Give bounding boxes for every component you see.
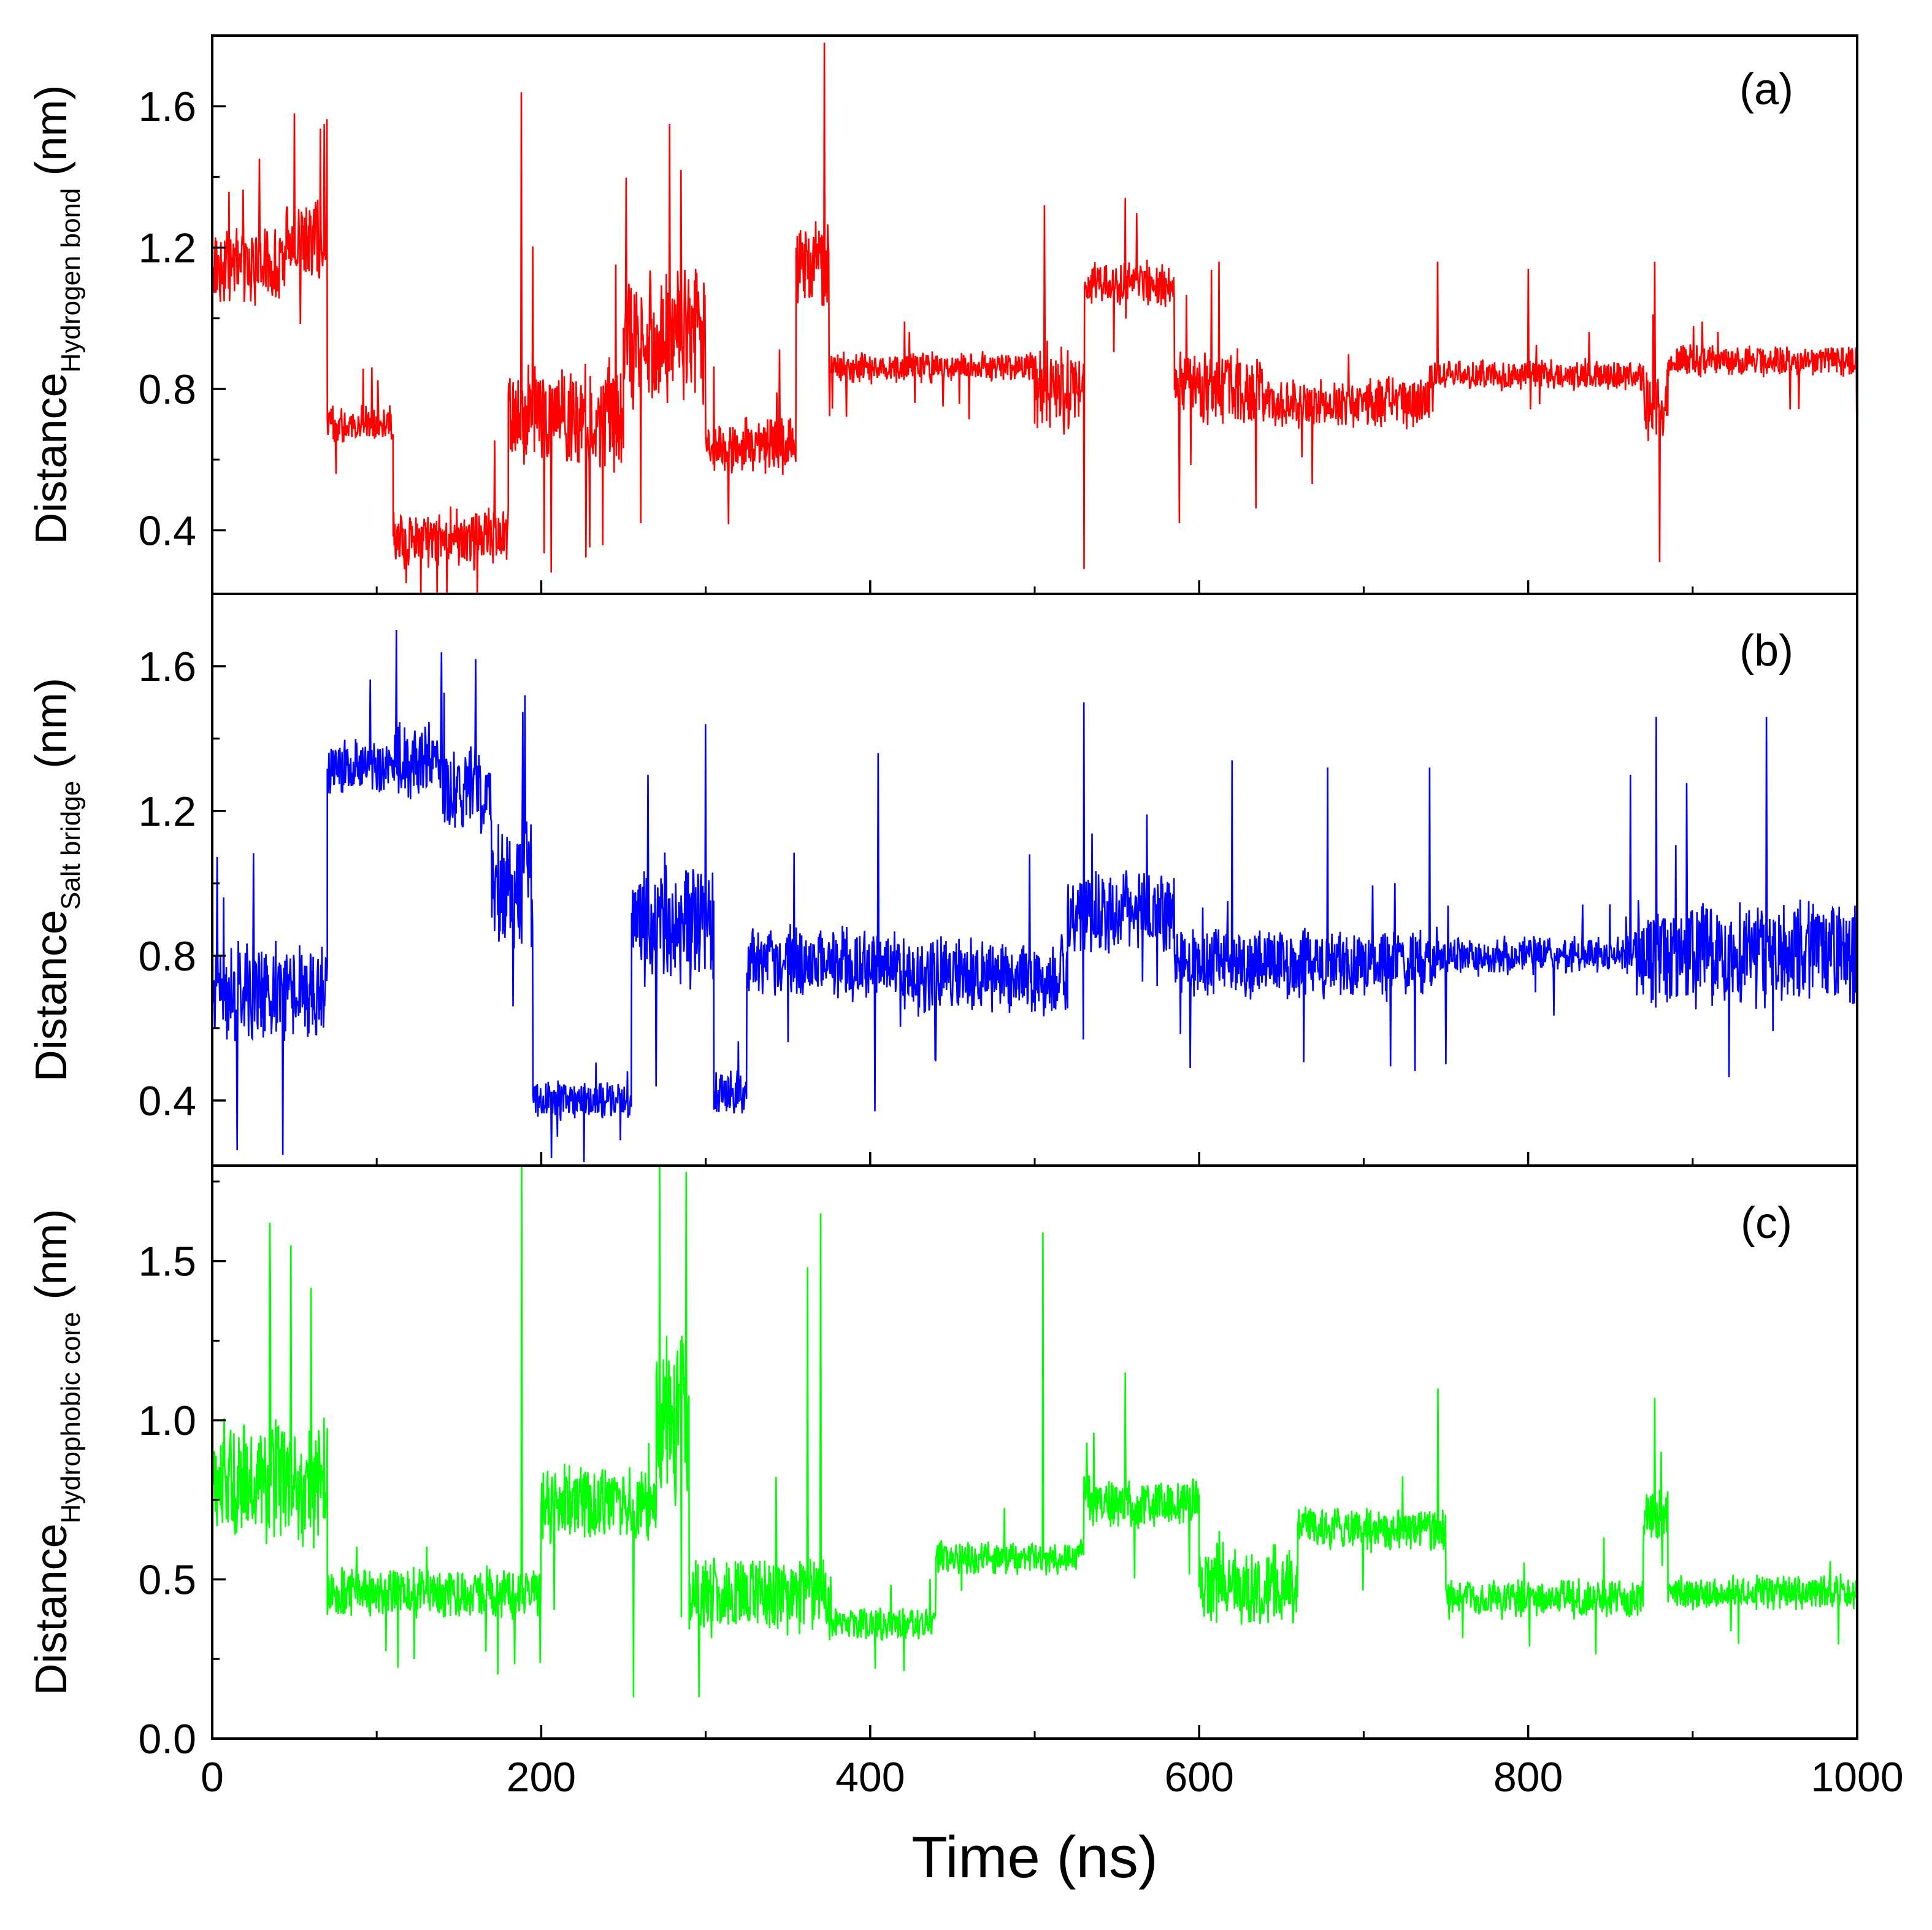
x-tick-label: 600 — [1164, 1754, 1233, 1801]
panel-c-series — [212, 1166, 1857, 1697]
panel-c-y-tick-label: 0.5 — [138, 1557, 196, 1604]
panel-a-y-tick-label: 1.2 — [138, 225, 196, 272]
panel-c-trace — [212, 1166, 1857, 1697]
panel-b-y-axis-label: DistanceSalt bridge (nm) — [27, 678, 86, 1082]
panel-a-y-ticks: 0.4 0.8 1.2 1.6 — [138, 34, 226, 554]
x-tick-label: 1000 — [1811, 1754, 1903, 1801]
panel-a-y-label-sub: Hydrogen bond — [56, 188, 86, 372]
panel-b-y-label-main: Distance — [27, 910, 76, 1082]
panel-a-y-tick-label: 0.4 — [138, 507, 196, 554]
panel-b-y-ticks: 0.4 0.8 1.2 1.6 — [138, 593, 226, 1125]
x-axis-title: Time (ns) — [911, 1824, 1158, 1890]
panel-c-y-label-unit: (nm) — [27, 1209, 76, 1300]
panel-c-y-tick-label: 1.5 — [138, 1239, 196, 1285]
panel-a-label: (a) — [1739, 65, 1793, 114]
panel-b-y-tick-label: 1.2 — [138, 788, 196, 835]
x-tick-label: 400 — [835, 1754, 905, 1801]
panel-a-y-tick-label: 0.8 — [138, 366, 196, 413]
panel-a-y-label-main: Distance — [27, 372, 76, 544]
x-tick-label: 200 — [507, 1754, 576, 1801]
panel-c: 0.0 0.5 1.0 1.5 (c) DistanceHydrophobic cor… — [27, 1164, 1858, 1763]
panel-b-y-tick-label: 0.8 — [138, 933, 196, 980]
panel-c-y-tick-label: 1.0 — [138, 1398, 196, 1444]
panel-b-y-label-unit: (nm) — [27, 678, 76, 769]
panel-a-trace — [212, 42, 1857, 594]
x-axis-tick-labels: 0 200 400 600 800 1000 — [201, 1754, 1904, 1801]
panel-b-label: (b) — [1739, 626, 1793, 675]
panel-a-series — [212, 42, 1857, 594]
panel-c-label: (c) — [1741, 1199, 1792, 1248]
x-tick-label: 0 — [201, 1754, 224, 1801]
panel-b-y-tick-label: 0.4 — [138, 1078, 196, 1125]
panel-b-trace — [212, 601, 1857, 1163]
panel-b-y-label-sub: Salt bridge — [56, 781, 86, 910]
panel-b-y-tick-label: 1.6 — [138, 644, 196, 690]
panel-c-x-ticks — [211, 1725, 1858, 1739]
panel-c-y-label-sub: Hydrophobic core — [56, 1312, 86, 1524]
panel-c-y-axis-label: DistanceHydrophobic core (nm) — [27, 1209, 86, 1696]
panel-a-y-axis-label: DistanceHydrogen bond (nm) — [27, 85, 86, 545]
panel-c-y-ticks: 0.0 0.5 1.0 1.5 — [138, 1180, 226, 1763]
panel-b-series — [212, 601, 1857, 1163]
panel-c-y-tick-label: 0.0 — [138, 1716, 196, 1763]
panel-c-y-label-main: Distance — [27, 1523, 76, 1695]
panel-a-y-label-unit: (nm) — [27, 85, 76, 176]
x-tick-label: 800 — [1493, 1754, 1563, 1801]
panel-a-y-tick-label: 1.6 — [138, 83, 196, 130]
